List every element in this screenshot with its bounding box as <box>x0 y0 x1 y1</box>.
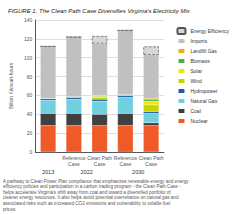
svg-text:Clean Path: Clean Path <box>87 155 112 161</box>
svg-text:Wind: Wind <box>190 78 202 84</box>
svg-text:Coal: Coal <box>190 108 200 114</box>
svg-text:2022: 2022 <box>81 169 93 175</box>
svg-text:Reference: Reference <box>62 155 86 161</box>
svg-text:Hydropower: Hydropower <box>190 88 217 94</box>
svg-text:100: 100 <box>24 55 33 61</box>
svg-text:Solar: Solar <box>190 68 202 74</box>
svg-text:Nuclear: Nuclear <box>190 118 208 124</box>
svg-text:Case: Case <box>145 161 157 167</box>
svg-text:Clean Path: Clean Path <box>138 155 164 161</box>
svg-text:Case: Case <box>94 161 106 167</box>
svg-text:A pathway to Clean Power Plan: A pathway to Clean Power Plan compliance… <box>3 179 190 184</box>
svg-text:prices.: prices. <box>3 207 17 212</box>
svg-text:Natural Gas: Natural Gas <box>190 98 217 104</box>
svg-text:Energy Efficiency: Energy Efficiency <box>190 28 229 34</box>
svg-text:efficiency policies and partic: efficiency policies and participation in… <box>3 184 182 189</box>
svg-text:2013: 2013 <box>42 169 54 175</box>
svg-text:helps accelerate Virginia's sh: helps accelerate Virginia's shift away f… <box>3 190 172 195</box>
svg-text:cleaner energy resources. It a: cleaner energy resources. It also helps … <box>3 196 180 201</box>
svg-text:120: 120 <box>24 36 33 42</box>
svg-text:60: 60 <box>27 92 33 98</box>
svg-text:Reference: Reference <box>113 155 137 161</box>
svg-text:80: 80 <box>27 74 33 80</box>
svg-text:Imports: Imports <box>190 38 207 44</box>
svg-text:2030: 2030 <box>132 169 144 175</box>
svg-text:Billion Kilowatt-hours: Billion Kilowatt-hours <box>8 62 14 109</box>
svg-text:20: 20 <box>27 130 33 136</box>
svg-text:0: 0 <box>29 149 32 155</box>
svg-text:Case: Case <box>68 161 80 167</box>
svg-text:Case: Case <box>120 161 132 167</box>
svg-text:Biomass: Biomass <box>190 58 210 64</box>
svg-text:140: 140 <box>24 17 33 23</box>
svg-text:associated risks such as incre: associated risks such as increased CO2 e… <box>3 201 172 206</box>
svg-text:40: 40 <box>27 111 33 117</box>
svg-text:FIGURE 1. The Clean Path Case: FIGURE 1. The Clean Path Case Diversifie… <box>8 8 191 14</box>
svg-text:Landfill Gas: Landfill Gas <box>190 48 217 54</box>
